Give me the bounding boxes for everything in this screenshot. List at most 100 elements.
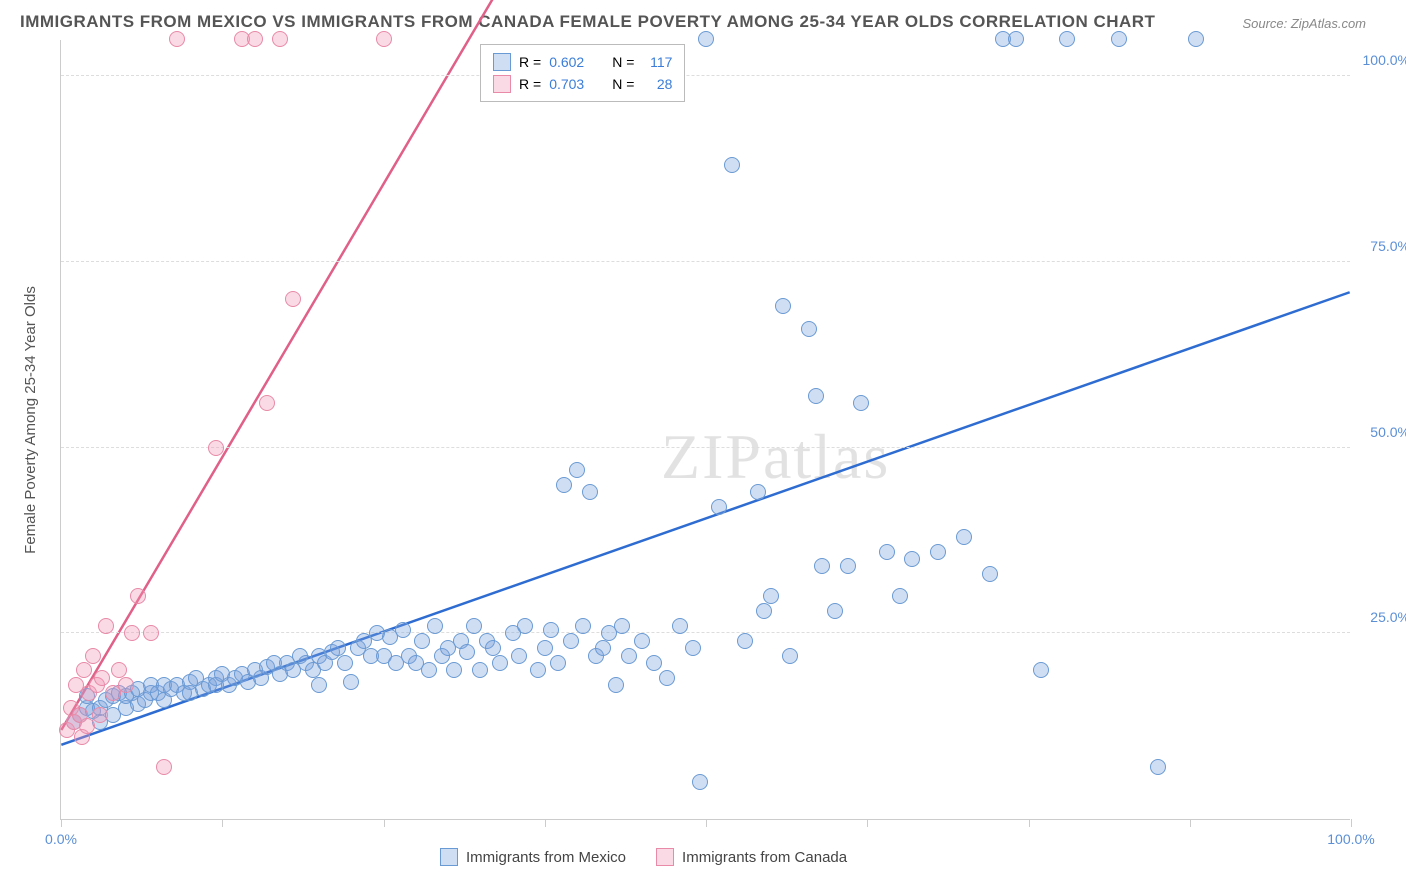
scatter-point (563, 633, 579, 649)
scatter-point (685, 640, 701, 656)
scatter-point (118, 677, 134, 693)
scatter-point (634, 633, 650, 649)
r-value: 0.703 (549, 73, 584, 95)
n-value: 117 (642, 51, 672, 73)
scatter-point (79, 718, 95, 734)
scatter-point (537, 640, 553, 656)
scatter-point (608, 677, 624, 693)
scatter-point (92, 707, 108, 723)
scatter-point (840, 558, 856, 574)
scatter-point (130, 588, 146, 604)
source-label: Source: ZipAtlas.com (1242, 16, 1366, 31)
scatter-point (814, 558, 830, 574)
scatter-point (904, 551, 920, 567)
scatter-point (775, 298, 791, 314)
correlation-legend: R = 0.602 N = 117R =0.703N =28 (480, 44, 685, 102)
scatter-point (737, 633, 753, 649)
scatter-point (94, 670, 110, 686)
scatter-point (414, 633, 430, 649)
n-value: 28 (642, 73, 672, 95)
scatter-point (808, 388, 824, 404)
r-label: R = (519, 51, 541, 73)
scatter-point (427, 618, 443, 634)
chart-title: IMMIGRANTS FROM MEXICO VS IMMIGRANTS FRO… (20, 12, 1155, 32)
scatter-point (259, 395, 275, 411)
scatter-point (827, 603, 843, 619)
scatter-point (111, 662, 127, 678)
legend-swatch (656, 848, 674, 866)
scatter-point (595, 640, 611, 656)
plot-area: ZIPatlas 25.0%50.0%75.0%100.0%0.0%100.0% (60, 40, 1350, 820)
y-tick-label: 100.0% (1363, 52, 1406, 68)
scatter-point (472, 662, 488, 678)
scatter-point (582, 484, 598, 500)
scatter-point (169, 31, 185, 47)
y-tick-label: 25.0% (1370, 609, 1406, 625)
scatter-point (750, 484, 766, 500)
scatter-point (1111, 31, 1127, 47)
series-legend: Immigrants from Mexico Immigrants from Ca… (440, 848, 847, 866)
x-tick (1190, 819, 1191, 827)
x-tick (867, 819, 868, 827)
scatter-point (692, 774, 708, 790)
r-value: 0.602 (549, 51, 584, 73)
legend-swatch (493, 75, 511, 93)
scatter-point (956, 529, 972, 545)
scatter-point (485, 640, 501, 656)
scatter-point (208, 440, 224, 456)
x-tick (61, 819, 62, 827)
scatter-point (982, 566, 998, 582)
regression-lines (61, 40, 1350, 819)
scatter-point (337, 655, 353, 671)
scatter-point (459, 644, 475, 660)
scatter-point (76, 662, 92, 678)
scatter-point (421, 662, 437, 678)
scatter-point (569, 462, 585, 478)
scatter-point (143, 625, 159, 641)
scatter-point (285, 291, 301, 307)
scatter-point (756, 603, 772, 619)
scatter-point (659, 670, 675, 686)
watermark: ZIPatlas (661, 420, 890, 494)
n-label: N = (612, 51, 634, 73)
y-tick-label: 50.0% (1370, 424, 1406, 440)
legend-swatch (493, 53, 511, 71)
scatter-point (550, 655, 566, 671)
scatter-point (85, 648, 101, 664)
legend-row: R = 0.602 N = 117 (493, 51, 672, 73)
x-tick (384, 819, 385, 827)
scatter-point (1150, 759, 1166, 775)
gridline (61, 261, 1350, 262)
scatter-point (530, 662, 546, 678)
scatter-point (395, 622, 411, 638)
scatter-point (511, 648, 527, 664)
scatter-point (763, 588, 779, 604)
scatter-point (698, 31, 714, 47)
scatter-point (492, 655, 508, 671)
scatter-point (646, 655, 662, 671)
scatter-point (1033, 662, 1049, 678)
x-tick (1351, 819, 1352, 827)
scatter-point (376, 31, 392, 47)
legend-item: Immigrants from Canada (656, 848, 847, 866)
scatter-point (575, 618, 591, 634)
scatter-point (930, 544, 946, 560)
scatter-point (124, 625, 140, 641)
scatter-point (1008, 31, 1024, 47)
legend-row: R =0.703N =28 (493, 73, 672, 95)
scatter-point (272, 31, 288, 47)
scatter-point (1188, 31, 1204, 47)
y-axis-label: Female Poverty Among 25-34 Year Olds (22, 286, 39, 554)
scatter-point (517, 618, 533, 634)
legend-label: Immigrants from Mexico (466, 849, 626, 866)
gridline (61, 447, 1350, 448)
scatter-point (311, 677, 327, 693)
scatter-point (543, 622, 559, 638)
scatter-point (672, 618, 688, 634)
scatter-point (330, 640, 346, 656)
scatter-point (892, 588, 908, 604)
x-tick-label: 0.0% (45, 831, 77, 847)
gridline (61, 75, 1350, 76)
scatter-point (711, 499, 727, 515)
scatter-point (853, 395, 869, 411)
